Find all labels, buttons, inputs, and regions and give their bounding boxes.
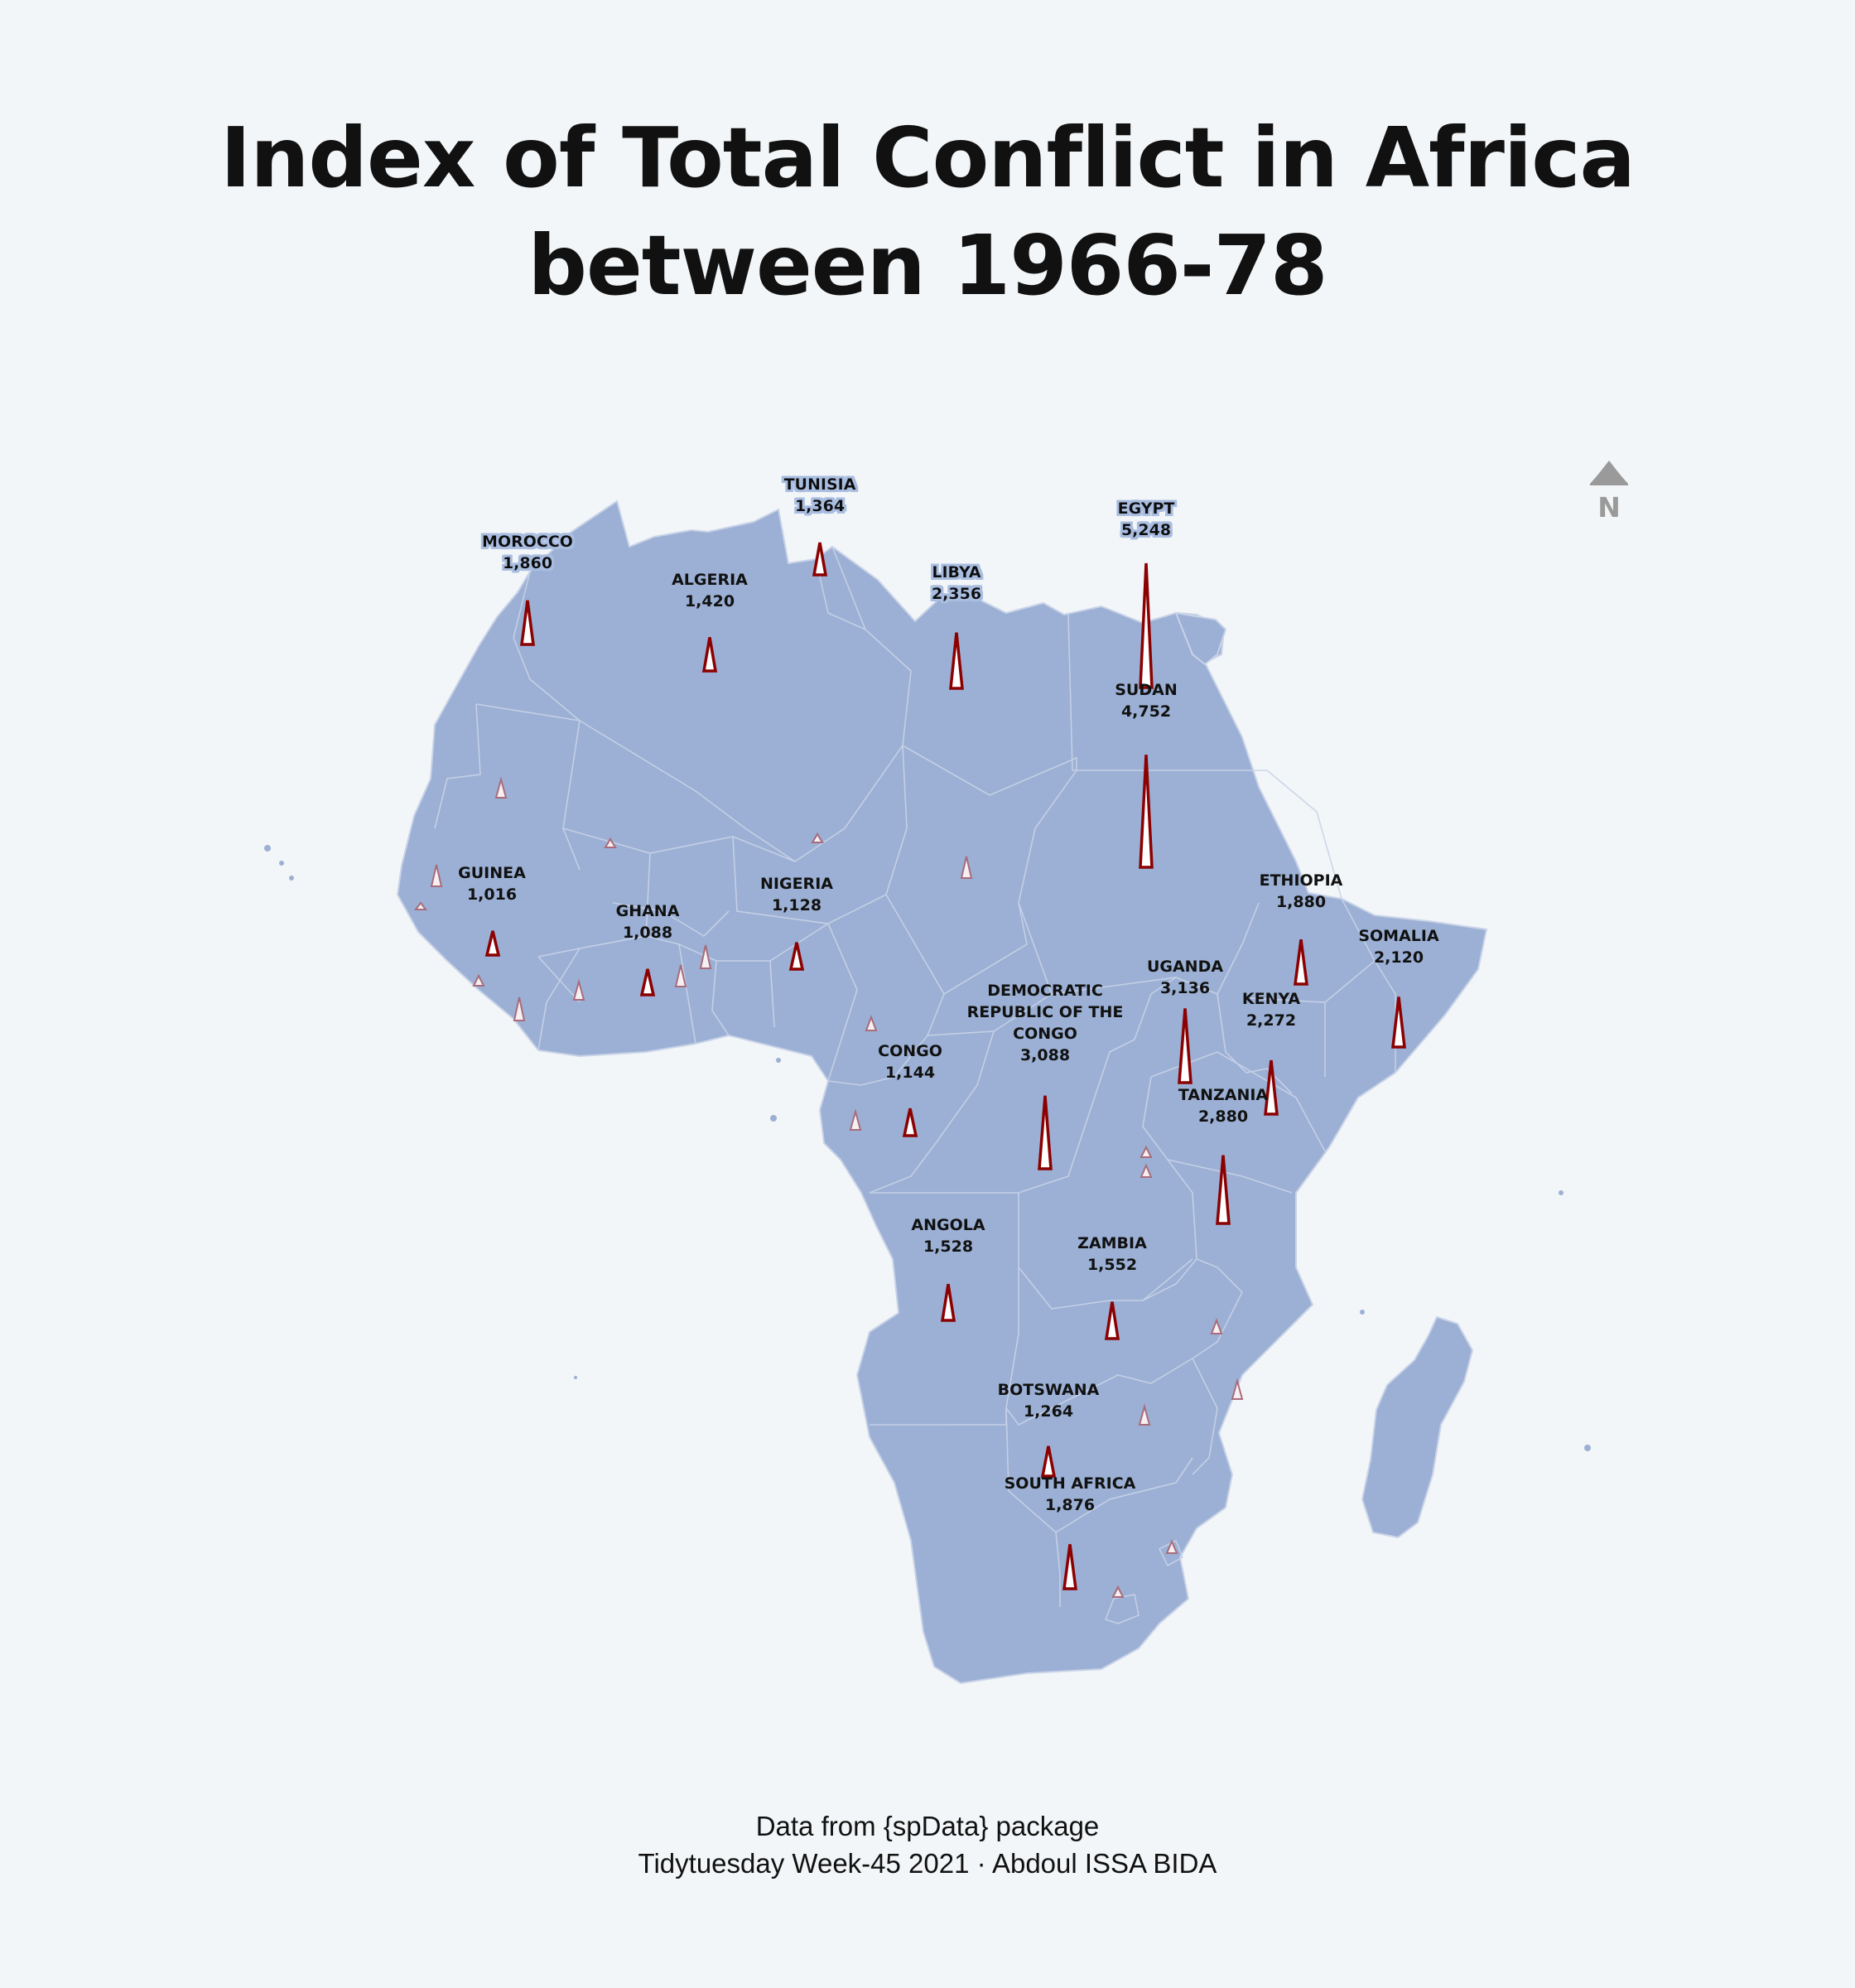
spike-egypt: [1139, 562, 1154, 689]
label-botswana-value: 1,264: [1024, 1402, 1073, 1421]
label-tanzania-value: 2,880: [1198, 1107, 1248, 1126]
spike-minor-7: [472, 973, 485, 987]
north-arrow-icon: N: [1590, 461, 1628, 524]
chart-title-line-2: between 1966-78: [528, 217, 1327, 314]
label-uganda-name: UGANDA: [1147, 958, 1223, 976]
caption-credit: Tidytuesday Week-45 2021 · Abdoul ISSA B…: [638, 1848, 1217, 1879]
label-algeria-value: 1,420: [685, 592, 735, 610]
label-guinea-value: 1,016: [467, 885, 517, 904]
label-drc-name-line-3: CONGO: [1013, 1025, 1077, 1043]
label-congo-name: CONGO: [878, 1042, 942, 1060]
spike-minor-5: [430, 864, 443, 887]
madagascar: [1361, 1315, 1474, 1539]
label-angola-name: ANGOLA: [911, 1216, 985, 1234]
label-ghana-name: GHANA: [616, 902, 680, 920]
conflict-spikes: [414, 542, 1406, 1598]
spike-kenya: [1264, 1059, 1279, 1116]
spike-libya: [949, 632, 964, 690]
spike-algeria: [701, 637, 718, 673]
spike-minor-16: [1210, 1318, 1223, 1334]
label-somalia-name: SOMALIA: [1358, 927, 1439, 945]
spike-minor-20: [1111, 1585, 1125, 1598]
spike-somalia: [1391, 996, 1406, 1049]
label-tunisia-value: 1,364: [795, 497, 845, 515]
spike-minor-11: [699, 944, 712, 969]
label-egypt-value: 5,248: [1121, 521, 1171, 539]
spike-ghana: [639, 968, 656, 996]
spike-south-africa: [1062, 1544, 1077, 1590]
spike-minor-3: [811, 832, 824, 843]
spike-tunisia: [812, 542, 828, 577]
label-sudan-value: 4,752: [1121, 702, 1171, 721]
spike-sudan: [1139, 755, 1154, 869]
label-botswana-name: BOTSWANA: [998, 1381, 1100, 1399]
label-morocco-value: 1,860: [503, 554, 552, 572]
caption-source: Data from {spData} package: [755, 1811, 1100, 1841]
spike-minor-18: [1138, 1403, 1151, 1426]
spike-congo: [902, 1107, 918, 1137]
spike-nigeria: [788, 942, 805, 971]
country-borders: [434, 546, 1396, 1624]
africa-landmass: [396, 499, 1488, 1685]
label-sudan-name: SUDAN: [1115, 681, 1178, 699]
spike-minor-13: [849, 1108, 862, 1131]
spike-minor-10: [674, 964, 687, 987]
label-ethiopia-value: 1,880: [1276, 893, 1326, 911]
spike-minor-2: [604, 837, 617, 848]
label-south-africa-value: 1,876: [1045, 1496, 1095, 1514]
label-libya-name: LIBYA: [932, 563, 981, 581]
small-islands: [264, 845, 1591, 1451]
spike-minor-4: [960, 856, 973, 879]
label-zambia-value: 1,552: [1087, 1256, 1137, 1274]
chart-title-line-1: Index of Total Conflict in Africa: [220, 109, 1636, 206]
label-drc-value: 3,088: [1020, 1046, 1070, 1064]
spike-minor-14: [1140, 1145, 1153, 1158]
spike-minor-9: [572, 978, 585, 1001]
label-nigeria-name: NIGERIA: [760, 875, 833, 893]
label-algeria-name: ALGERIA: [672, 571, 748, 589]
spike-minor-17: [1231, 1378, 1244, 1400]
spike-morocco: [520, 600, 535, 646]
spike-minor-1: [494, 776, 508, 799]
label-angola-value: 1,528: [923, 1238, 973, 1256]
label-ethiopia-name: ETHIOPIA: [1260, 871, 1343, 890]
spike-ethiopia: [1294, 939, 1308, 986]
label-nigeria-value: 1,128: [772, 896, 822, 914]
spike-minor-19: [1165, 1539, 1178, 1554]
spike-zambia: [1104, 1301, 1120, 1340]
label-somalia-value: 2,120: [1374, 948, 1424, 967]
label-tanzania-name: TANZANIA: [1178, 1086, 1269, 1104]
label-kenya-name: KENYA: [1242, 990, 1301, 1008]
spike-guinea: [484, 930, 501, 957]
label-drc-name-line-1: DEMOCRATIC: [987, 982, 1103, 1000]
label-morocco-name: MOROCCO: [482, 533, 573, 551]
label-drc-name-line-2: REPUBLIC OF THE: [967, 1003, 1124, 1021]
spike-uganda: [1178, 1008, 1192, 1084]
country-labels: MOROCCO 1,860 TUNISIA 1,364 LIBYA 2,356 …: [458, 475, 1439, 1514]
label-zambia-name: ZAMBIA: [1077, 1234, 1147, 1252]
spike-minor-6: [414, 901, 427, 910]
spike-minor-15: [1140, 1163, 1153, 1178]
label-kenya-value: 2,272: [1246, 1011, 1296, 1030]
label-libya-value: 2,356: [932, 585, 981, 603]
label-tunisia-name: TUNISIA: [784, 475, 856, 494]
spike-tanzania: [1216, 1155, 1231, 1225]
spike-minor-12: [865, 1015, 878, 1031]
label-ghana-value: 1,088: [623, 924, 672, 942]
label-congo-value: 1,144: [885, 1064, 935, 1082]
spike-angola: [940, 1284, 956, 1322]
label-south-africa-name: SOUTH AFRICA: [1005, 1474, 1136, 1493]
spike-botswana: [1040, 1445, 1057, 1478]
north-arrow-label: N: [1597, 491, 1621, 524]
label-guinea-name: GUINEA: [458, 864, 526, 882]
label-uganda-value: 3,136: [1160, 979, 1210, 997]
sinai: [1174, 611, 1227, 666]
spike-minor-8: [513, 996, 526, 1021]
spike-democratic-republic-of-the-congo: [1038, 1095, 1053, 1170]
label-egypt-name: EGYPT: [1118, 499, 1175, 518]
